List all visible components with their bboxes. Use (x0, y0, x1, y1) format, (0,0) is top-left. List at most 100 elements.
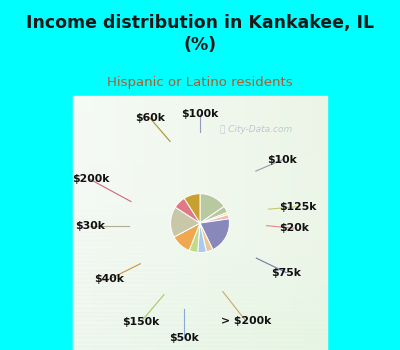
Text: $40k: $40k (94, 274, 124, 285)
Bar (124, 96, 128, 350)
Text: $10k: $10k (268, 155, 297, 165)
Text: $100k: $100k (181, 109, 219, 119)
Bar (73, 228, 327, 232)
Bar (94, 96, 98, 350)
Wedge shape (200, 194, 224, 223)
Bar (73, 113, 327, 117)
Bar (323, 96, 327, 350)
Bar (73, 244, 327, 248)
Text: Income distribution in Kankakee, IL
(%): Income distribution in Kankakee, IL (%) (26, 14, 374, 54)
Bar (73, 232, 327, 236)
Bar (73, 291, 327, 295)
Bar (107, 96, 111, 350)
Text: $20k: $20k (279, 223, 309, 233)
Bar (128, 96, 132, 350)
Bar (73, 274, 327, 278)
Bar (73, 151, 327, 155)
Bar (230, 96, 234, 350)
Bar (73, 117, 327, 122)
Bar (73, 299, 327, 303)
Bar (73, 342, 327, 346)
Bar (73, 278, 327, 282)
Bar (73, 202, 327, 206)
Bar (149, 96, 154, 350)
Text: Hispanic or Latino residents: Hispanic or Latino residents (107, 76, 293, 89)
Bar (192, 96, 196, 350)
Bar (251, 96, 255, 350)
Bar (73, 168, 327, 173)
Bar (225, 96, 230, 350)
Bar (73, 147, 327, 151)
Bar (242, 96, 246, 350)
Bar (289, 96, 293, 350)
Bar (183, 96, 187, 350)
Bar (276, 96, 280, 350)
Bar (73, 248, 327, 253)
Text: $150k: $150k (122, 317, 160, 327)
Bar (297, 96, 302, 350)
Bar (73, 109, 327, 113)
Bar (73, 312, 327, 316)
Bar (302, 96, 306, 350)
Bar (187, 96, 192, 350)
Bar (73, 320, 327, 325)
Text: $125k: $125k (279, 202, 316, 212)
Text: $75k: $75k (271, 268, 301, 278)
Bar (103, 96, 107, 350)
Wedge shape (174, 223, 200, 251)
Bar (73, 177, 327, 181)
Bar (175, 96, 179, 350)
Wedge shape (198, 223, 206, 253)
Bar (86, 96, 90, 350)
Bar (141, 96, 145, 350)
Bar (208, 96, 213, 350)
Wedge shape (200, 219, 230, 250)
Bar (73, 206, 327, 210)
Bar (73, 185, 327, 189)
Bar (73, 270, 327, 274)
Bar (306, 96, 310, 350)
Bar (73, 316, 327, 320)
Bar (73, 100, 327, 105)
Bar (272, 96, 276, 350)
Bar (255, 96, 259, 350)
Bar (179, 96, 183, 350)
Bar (73, 210, 327, 215)
Bar (73, 215, 327, 219)
Wedge shape (175, 198, 200, 223)
Bar (170, 96, 175, 350)
Bar (259, 96, 264, 350)
Bar (293, 96, 297, 350)
Bar (280, 96, 284, 350)
Bar (77, 96, 82, 350)
Bar (314, 96, 318, 350)
Bar (73, 253, 327, 257)
Bar (73, 189, 327, 194)
Bar (73, 337, 327, 342)
Text: $200k: $200k (72, 175, 109, 184)
Bar (136, 96, 141, 350)
Bar (73, 329, 327, 333)
Bar (284, 96, 289, 350)
Text: $30k: $30k (75, 221, 104, 231)
Bar (73, 134, 327, 139)
Wedge shape (200, 215, 229, 223)
Wedge shape (184, 194, 200, 223)
Bar (217, 96, 221, 350)
Bar (73, 303, 327, 308)
Wedge shape (200, 212, 228, 223)
Bar (310, 96, 314, 350)
Bar (132, 96, 136, 350)
Wedge shape (170, 207, 200, 237)
Bar (73, 126, 327, 130)
Bar (213, 96, 217, 350)
Bar (73, 287, 327, 291)
Bar (73, 282, 327, 287)
Bar (73, 346, 327, 350)
Bar (73, 265, 327, 270)
Bar (73, 172, 327, 177)
Bar (73, 325, 327, 329)
Wedge shape (200, 206, 228, 223)
Text: $60k: $60k (135, 113, 165, 123)
Bar (98, 96, 103, 350)
